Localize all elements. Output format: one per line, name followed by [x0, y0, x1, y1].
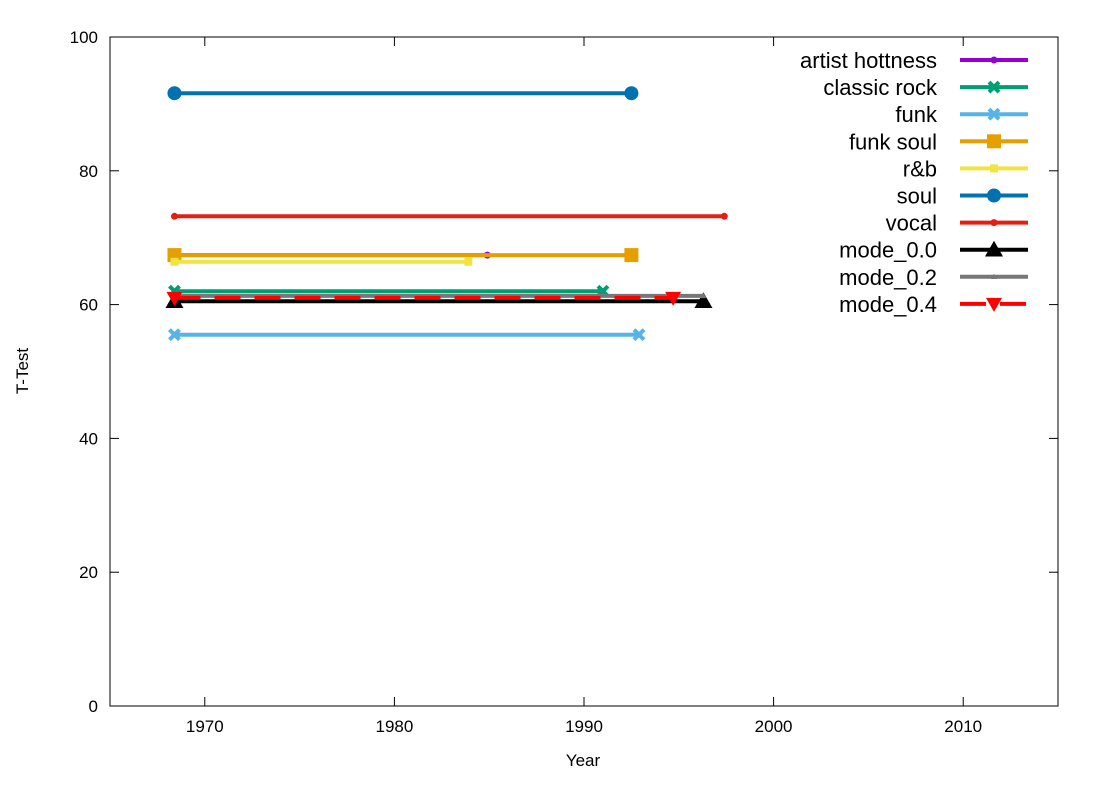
marker	[170, 257, 179, 266]
marker	[665, 291, 682, 306]
legend-marker	[987, 134, 1001, 149]
legend-marker	[990, 164, 998, 173]
marker	[632, 328, 646, 342]
marker	[170, 212, 178, 220]
marker	[700, 292, 707, 299]
y-tick-label: 0	[89, 697, 98, 716]
legend-label: artist hottness	[800, 48, 937, 73]
x-tick-label: 1980	[375, 717, 413, 736]
y-tick-label: 100	[70, 28, 98, 47]
legend-marker	[986, 297, 1002, 312]
x-tick-label: 1990	[565, 717, 603, 736]
legend-marker	[990, 56, 998, 64]
marker	[168, 328, 181, 342]
marker	[720, 212, 728, 220]
legend-marker	[991, 273, 997, 280]
marker	[694, 292, 713, 309]
marker	[624, 248, 639, 263]
legend-label: vocal	[886, 211, 937, 236]
legend-label: mode_0.2	[839, 265, 937, 290]
legend-marker	[987, 188, 1001, 203]
legend-marker	[987, 107, 1001, 121]
x-tick-label: 1970	[186, 717, 224, 736]
marker	[167, 86, 182, 101]
legend-label: mode_0.0	[839, 238, 937, 263]
marker	[624, 86, 639, 101]
marker	[464, 257, 473, 266]
legend-marker	[987, 80, 1001, 94]
y-tick-label: 20	[79, 563, 98, 582]
marker	[166, 291, 183, 306]
legend-label: funk	[895, 102, 938, 127]
y-tick-label: 80	[79, 162, 98, 181]
legend-label: funk soul	[849, 129, 937, 154]
legend-label: mode_0.4	[839, 292, 937, 317]
legend-marker	[990, 219, 998, 227]
x-axis-label: Year	[566, 751, 601, 770]
legend-label: soul	[897, 184, 937, 209]
legend-marker	[985, 240, 1003, 257]
y-axis-label: T-Test	[13, 348, 32, 395]
x-tick-label: 2010	[944, 717, 982, 736]
legend-label: r&b	[903, 156, 937, 181]
y-tick-label: 60	[79, 296, 98, 315]
y-tick-label: 40	[79, 429, 98, 448]
legend-label: classic rock	[823, 75, 938, 100]
x-tick-label: 2000	[755, 717, 793, 736]
